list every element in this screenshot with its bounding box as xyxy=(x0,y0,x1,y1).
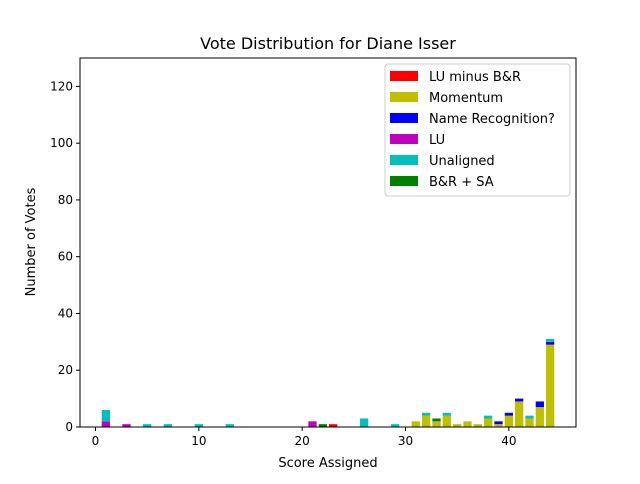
bar-segment xyxy=(473,424,482,427)
bar-segment xyxy=(391,424,400,427)
bar-segment xyxy=(308,421,317,427)
axes-layer: 0 10 20 30 40 0 20 40 60 80 100 120 xyxy=(50,57,577,448)
y-tick-label: 100 xyxy=(50,136,73,150)
bar-segment xyxy=(504,415,513,427)
y-tick-label: 80 xyxy=(58,193,73,207)
y-tick-label: 20 xyxy=(58,363,73,377)
bars-layer xyxy=(101,339,555,427)
bar-segment xyxy=(143,424,152,427)
bar-segment xyxy=(360,418,369,427)
legend-label: Momentum xyxy=(429,91,503,106)
legend-swatch xyxy=(390,71,418,81)
bar-segment xyxy=(546,341,555,345)
legend-label: B&R + SA xyxy=(429,175,494,190)
bar-segment xyxy=(515,398,524,402)
bar-segment xyxy=(504,412,513,416)
bar-segment xyxy=(442,415,451,427)
legend-label: LU xyxy=(429,133,445,148)
x-tick-label: 30 xyxy=(398,434,413,448)
y-tick-label: 40 xyxy=(58,306,73,320)
legend-box xyxy=(384,63,571,197)
plot-frame xyxy=(79,57,577,428)
y-tick-label: 60 xyxy=(58,250,73,264)
y-axis-label: Number of Votes xyxy=(24,187,39,296)
x-tick-label: 0 xyxy=(92,434,100,448)
bar-segment xyxy=(463,421,472,427)
legend-swatch xyxy=(390,176,418,186)
legend: LU minus B&R Momentum Name Recognition? LU U… xyxy=(384,63,571,197)
legend-label: LU minus B&R xyxy=(429,70,521,85)
bar-segment xyxy=(101,409,110,422)
x-tick-label: 10 xyxy=(191,434,206,448)
bar-segment xyxy=(101,421,110,427)
bar-segment xyxy=(411,421,420,427)
y-tick-label: 120 xyxy=(50,79,73,93)
chart-title: Vote Distribution for Diane Isser xyxy=(200,34,456,53)
legend-swatch xyxy=(390,155,418,165)
bar-segment xyxy=(453,424,462,427)
bar-segment xyxy=(329,424,338,427)
bar-segment xyxy=(535,407,544,427)
legend-swatch xyxy=(390,113,418,123)
bar-segment xyxy=(515,401,524,427)
bar-segment xyxy=(225,424,234,427)
bar-segment xyxy=(494,424,503,427)
legend-label: Name Recognition? xyxy=(429,112,555,127)
bar-segment xyxy=(546,339,555,342)
bar-segment xyxy=(432,418,441,422)
bar-segment xyxy=(432,421,441,427)
legend-swatch xyxy=(390,134,418,144)
bar-segment xyxy=(525,418,534,427)
bar-segment xyxy=(494,421,503,425)
bar-segment xyxy=(163,424,172,427)
bar-segment xyxy=(194,424,203,427)
legend-label: Unaligned xyxy=(429,154,495,169)
x-axis-label: Score Assigned xyxy=(278,456,377,471)
bar-segment xyxy=(318,424,327,427)
bar-segment xyxy=(484,418,493,427)
x-tick-label: 40 xyxy=(501,434,516,448)
legend-swatch xyxy=(390,92,418,102)
bar-segment xyxy=(484,415,493,419)
bar-segment xyxy=(525,415,534,419)
bar-segment xyxy=(442,412,451,416)
bar-segment xyxy=(122,424,131,427)
bar-segment xyxy=(535,401,544,408)
y-tick-label: 0 xyxy=(65,420,73,434)
bar-segment xyxy=(546,344,555,427)
x-tick-label: 20 xyxy=(295,434,310,448)
bar-segment xyxy=(422,412,431,416)
bar-segment xyxy=(422,415,431,427)
